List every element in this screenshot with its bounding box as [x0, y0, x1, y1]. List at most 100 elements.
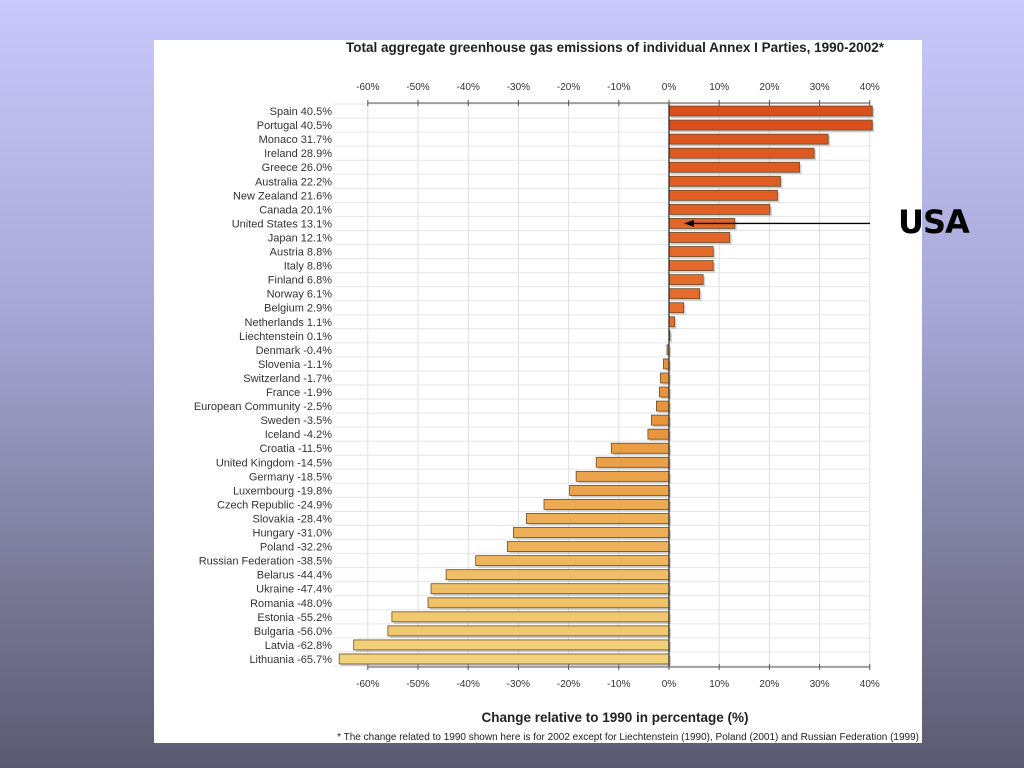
category-label: Slovenia -1.1% — [258, 359, 332, 371]
top-tick-label: 10% — [709, 82, 729, 93]
category-label: Romania -48.0% — [250, 598, 332, 610]
category-label: Poland -32.2% — [260, 542, 332, 554]
bottom-tick-label: -60% — [356, 679, 379, 690]
bar-iceland — [647, 428, 670, 440]
bar-new-zealand — [668, 189, 778, 201]
bottom-tick-label: 30% — [810, 679, 830, 690]
category-label: Croatia -11.5% — [259, 443, 332, 455]
bar-lithuania — [338, 653, 670, 665]
category-label: Portugal 40.5% — [257, 120, 332, 132]
category-label: Italy 8.8% — [284, 261, 333, 273]
category-label: New Zealand 21.6% — [233, 190, 332, 202]
category-label: Ireland 28.9% — [264, 148, 332, 160]
category-label: Netherlands 1.1% — [245, 317, 333, 329]
chart-title: Total aggregate greenhouse gas emissions… — [346, 40, 885, 55]
bottom-tick-label: 40% — [860, 679, 880, 690]
x-axis-label: Change relative to 1990 in percentage (%… — [481, 710, 748, 725]
bar-estonia — [391, 611, 670, 623]
bottom-tick-label: 0% — [662, 679, 677, 690]
bar-slovenia — [663, 358, 670, 370]
category-label: Germany -18.5% — [249, 471, 332, 483]
bottom-tick-label: -50% — [406, 679, 429, 690]
top-tick-label: 20% — [759, 82, 779, 93]
bar-netherlands — [668, 316, 675, 328]
bottom-tick-label: -10% — [607, 679, 630, 690]
bar-slovakia — [526, 513, 670, 524]
bar-bulgaria — [387, 625, 670, 637]
bar-latvia — [353, 639, 670, 651]
bar-croatia — [610, 442, 670, 454]
top-axis: -60% -50% -40% -30% -20% -10% 0% 10% 20% 30% 40% — [356, 82, 880, 106]
bar-japan — [668, 232, 731, 243]
category-label: Monaco 31.7% — [259, 134, 333, 146]
bars — [338, 104, 875, 666]
bottom-tick-label: 20% — [759, 679, 779, 690]
chart-panel: Total aggregate greenhouse gas emissions… — [154, 40, 922, 743]
bar-spain — [668, 105, 873, 117]
bar-russian-federation — [475, 555, 670, 567]
category-label: Bulgaria -56.0% — [254, 626, 332, 638]
category-label: Austria 8.8% — [270, 247, 333, 259]
category-label: Latvia -62.8% — [265, 640, 332, 652]
category-label: Greece 26.0% — [262, 162, 333, 174]
bar-portugal — [668, 119, 873, 131]
footnote: * The change related to 1990 shown here … — [337, 732, 919, 743]
category-label: United States 13.1% — [232, 218, 333, 230]
bar-austria — [668, 246, 714, 257]
category-label: Hungary -31.0% — [253, 528, 333, 540]
category-label: Russian Federation -38.5% — [199, 556, 333, 568]
bar-france — [659, 386, 670, 398]
top-tick-label: 30% — [810, 82, 830, 93]
category-label: Iceland -4.2% — [265, 429, 332, 441]
bar-ukraine — [430, 583, 670, 595]
top-tick-label: -60% — [356, 82, 379, 93]
bar-luxembourg — [569, 484, 670, 496]
top-tick-label: 0% — [662, 82, 677, 93]
category-label: Australia 22.2% — [255, 176, 332, 188]
bar-united-kingdom — [595, 456, 670, 468]
top-tick-label: -30% — [507, 82, 530, 93]
category-label: Lithuania -65.7% — [249, 654, 332, 666]
bar-monaco — [668, 133, 829, 145]
category-label: Liechtenstein 0.1% — [239, 331, 332, 343]
gridlines — [332, 103, 871, 667]
bar-poland — [506, 541, 670, 552]
top-tick-label: -20% — [557, 82, 580, 93]
bar-finland — [668, 274, 704, 286]
bar-chart: Total aggregate greenhouse gas emissions… — [194, 40, 919, 743]
category-label: Ukraine -47.4% — [256, 584, 332, 596]
top-tick-label: -10% — [607, 82, 630, 93]
category-label: United Kingdom -14.5% — [216, 457, 332, 469]
bar-germany — [575, 470, 670, 482]
bottom-tick-label: -30% — [507, 679, 530, 690]
category-label: Belarus -44.4% — [257, 570, 332, 582]
category-label: Slovakia -28.4% — [253, 513, 333, 525]
bottom-tick-label: -20% — [557, 679, 580, 690]
category-label: Czech Republic -24.9% — [217, 499, 332, 511]
category-label: Switzerland -1.7% — [243, 373, 332, 385]
bar-norway — [668, 288, 701, 300]
category-label: Estonia -55.2% — [257, 612, 332, 624]
category-label: European Community -2.5% — [194, 401, 332, 413]
bar-czech-republic — [543, 499, 670, 510]
bar-shadow — [671, 332, 672, 343]
bar-hungary — [512, 527, 670, 538]
bar-sweden — [651, 414, 670, 426]
bar-belarus — [445, 569, 670, 581]
category-label: Japan 12.1% — [268, 232, 332, 244]
bottom-axis: -60% -50% -40% -30% -20% -10% 0% 10% 20% 30% 40% — [356, 664, 880, 690]
category-label: Denmark -0.4% — [256, 345, 333, 357]
bar-belgium — [668, 302, 684, 314]
category-label: France -1.9% — [266, 387, 332, 399]
bar-european-community — [656, 400, 670, 412]
category-labels: Spain 40.5% Portugal 40.5% Monaco 31.7% Ire… — [194, 106, 332, 666]
bar-romania — [427, 597, 670, 609]
top-tick-label: 40% — [860, 82, 880, 93]
bar-canada — [668, 203, 771, 215]
bar-greece — [668, 161, 800, 173]
category-label: Canada 20.1% — [259, 204, 332, 216]
usa-annotation: USA — [898, 203, 970, 241]
category-label: Luxembourg -19.8% — [233, 485, 332, 497]
bar-united-states — [668, 218, 736, 229]
bar-switzerland — [660, 372, 670, 384]
